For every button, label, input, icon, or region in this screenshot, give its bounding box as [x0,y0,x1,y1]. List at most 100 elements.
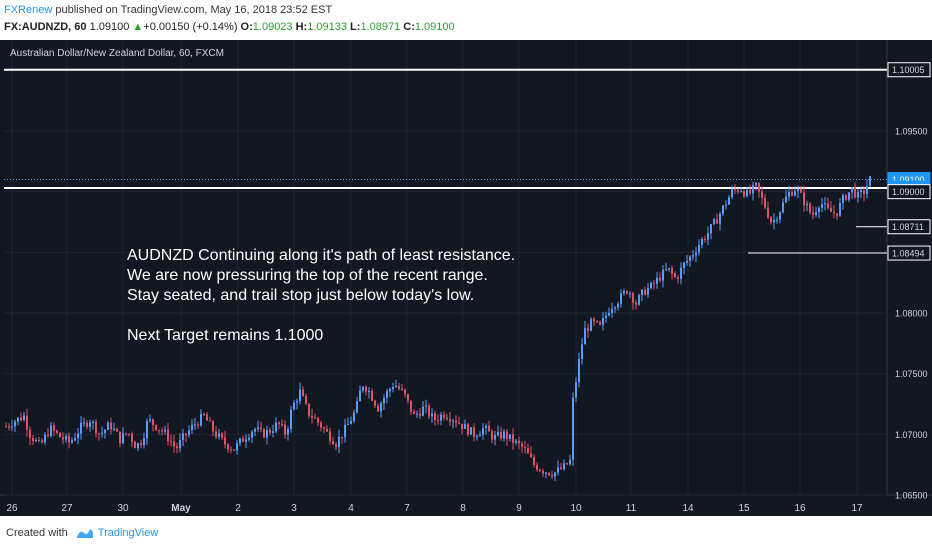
candle-body [32,438,34,441]
chart-area[interactable]: 26 27 30 May 2 3 4 7 8 9 10 11 14 15 16 17 1.06500 1.0700… [0,40,932,516]
candle-body [437,419,439,421]
candle-body [464,424,466,429]
candle-body [743,191,745,197]
candle-body [689,256,691,261]
candle-body [509,434,511,439]
candle-body [851,187,853,193]
tradingview-link[interactable]: TradingView [97,527,159,539]
candle-body [734,189,736,191]
candle-body [740,191,742,193]
price-chart[interactable]: 26 27 30 May 2 3 4 7 8 9 10 11 14 15 16 17 1.06500 1.0700… [0,40,932,516]
y-tick-label: 1.07000 [895,430,928,440]
candle-body [188,430,190,435]
candle-body [302,389,304,397]
candle-body [719,213,721,224]
publish-header: FXRenew published on TradingView.com, Ma… [4,4,332,16]
candle-body [809,203,811,213]
candle-body [683,262,685,268]
close-value: 1.09100 [414,21,455,33]
candle-body [56,430,58,433]
candle-body [353,412,355,422]
candle-body [521,443,523,447]
author-link[interactable]: FXRenew [4,4,53,16]
candle-body [527,448,529,454]
candle-body [221,433,223,438]
candle-body [410,400,412,412]
candle-body [101,432,103,434]
candle-body [428,405,430,417]
x-tick-label: 4 [348,503,354,514]
candle-body [785,196,787,203]
candle-body [233,449,235,451]
candle-body [869,176,871,187]
candle-body [197,424,199,426]
candle-body [563,463,565,469]
candle-body [557,467,559,473]
annotation-text: Stay seated, and trail stop just below t… [127,287,474,304]
x-tick-label: 11 [626,503,637,514]
candle-body [722,205,724,214]
candle-body [830,208,832,212]
candle-body [503,431,505,439]
candle-body [263,429,265,438]
up-arrow-icon: ▲ [132,21,144,33]
candle-body [548,472,550,476]
candle-body [275,422,277,432]
candle-body [371,390,373,401]
candle-body [332,441,334,445]
candle-body [554,472,556,477]
candle-body [380,403,382,412]
candle-body [779,212,781,220]
candle-body [827,203,829,209]
candle-body [815,212,817,215]
candle-body [866,186,868,195]
candle-body [68,435,70,443]
candle-body [335,444,337,447]
candle-body [443,414,445,418]
candle-body [530,453,532,458]
candle-body [218,433,220,437]
candle-body [620,293,622,304]
candle-body [104,429,106,433]
x-tick-label: 2 [235,503,241,514]
candle-body [350,421,352,424]
candle-body [47,434,49,436]
candle-body [647,287,649,295]
candle-body [251,431,253,438]
candle-body [179,440,181,449]
candle-body [710,224,712,234]
candle-body [704,239,706,241]
candle-body [119,431,121,444]
candle-body [14,421,16,427]
candle-body [8,426,10,428]
candle-body [293,402,295,410]
candle-body [593,319,595,322]
candle-body [452,420,454,422]
candle-body [653,282,655,284]
candle-body [248,437,250,440]
candle-body [191,424,193,431]
candle-body [590,319,592,331]
candle-body [623,291,625,294]
candle-body [392,387,394,390]
candle-body [713,219,715,225]
candle-body [677,277,679,279]
candle-body [728,197,730,205]
candle-body [668,268,670,270]
candle-body [167,429,169,441]
y-tick-label: 1.09500 [895,127,928,137]
x-tick-label: 27 [61,503,73,514]
candle-body [473,427,475,437]
candle-body [224,437,226,445]
candle-body [35,439,37,441]
candle-body [71,440,73,443]
candle-body [170,440,172,442]
candle-body [95,421,97,434]
candle-body [848,192,850,200]
symbol-label: FX:AUDNZD, 60 [4,21,87,33]
candle-body [17,417,19,422]
candle-body [614,307,616,309]
candle-body [176,446,178,449]
candle-body [86,422,88,427]
candle-body [863,190,865,195]
